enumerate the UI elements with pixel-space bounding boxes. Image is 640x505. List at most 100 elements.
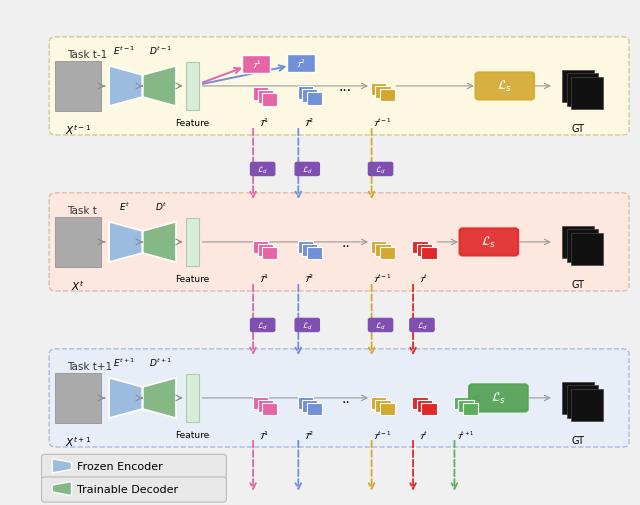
FancyBboxPatch shape [376, 400, 391, 412]
Text: Task t: Task t [67, 206, 97, 216]
FancyBboxPatch shape [49, 193, 629, 291]
Text: Feature: Feature [175, 274, 210, 283]
FancyBboxPatch shape [298, 87, 313, 99]
FancyBboxPatch shape [376, 244, 391, 257]
Text: $\mathcal{T}^2$: $\mathcal{T}^2$ [304, 272, 314, 284]
FancyBboxPatch shape [417, 244, 432, 257]
Polygon shape [109, 67, 142, 107]
FancyBboxPatch shape [369, 319, 393, 332]
Text: $\mathcal{L}_d$: $\mathcal{L}_d$ [375, 320, 386, 331]
Text: $D^{t+1}$: $D^{t+1}$ [149, 356, 172, 368]
FancyBboxPatch shape [298, 397, 313, 409]
Text: $\mathcal{T}^1$: $\mathcal{T}^1$ [259, 116, 269, 128]
FancyBboxPatch shape [257, 244, 273, 257]
Text: $\mathcal{L}_s$: $\mathcal{L}_s$ [481, 235, 497, 250]
Text: Trainable Decoder: Trainable Decoder [77, 484, 178, 493]
FancyBboxPatch shape [571, 233, 603, 266]
FancyBboxPatch shape [262, 403, 277, 415]
FancyBboxPatch shape [476, 73, 534, 100]
FancyBboxPatch shape [469, 385, 528, 412]
Text: ..: .. [341, 235, 350, 249]
Text: $\mathcal{T}^2$: $\mathcal{T}^2$ [296, 58, 306, 70]
FancyBboxPatch shape [186, 219, 199, 266]
Polygon shape [143, 67, 176, 107]
FancyBboxPatch shape [412, 241, 428, 254]
Text: Feature: Feature [175, 430, 210, 439]
Text: $\mathcal{L}_s$: $\mathcal{L}_s$ [497, 79, 513, 94]
Text: $\mathcal{T}^1$: $\mathcal{T}^1$ [252, 59, 261, 71]
Text: $D^t$: $D^t$ [154, 200, 167, 212]
Text: $E^{t+1}$: $E^{t+1}$ [113, 356, 136, 368]
Text: $\mathcal{T}^2$: $\mathcal{T}^2$ [304, 428, 314, 441]
Polygon shape [143, 378, 176, 418]
Text: $\mathcal{L}_d$: $\mathcal{L}_d$ [375, 164, 386, 175]
FancyBboxPatch shape [571, 77, 603, 110]
Text: $\mathcal{L}_d$: $\mathcal{L}_d$ [302, 320, 313, 331]
Text: ...: ... [339, 80, 352, 94]
FancyBboxPatch shape [412, 397, 428, 409]
FancyBboxPatch shape [380, 90, 395, 102]
FancyBboxPatch shape [380, 403, 395, 415]
FancyBboxPatch shape [454, 397, 469, 409]
FancyBboxPatch shape [295, 163, 319, 176]
FancyBboxPatch shape [55, 217, 100, 268]
FancyBboxPatch shape [376, 87, 391, 99]
FancyBboxPatch shape [566, 74, 598, 107]
FancyBboxPatch shape [49, 349, 629, 447]
FancyBboxPatch shape [262, 247, 277, 260]
FancyBboxPatch shape [421, 403, 436, 415]
FancyBboxPatch shape [49, 38, 629, 136]
Text: $X^{t-1}$: $X^{t-1}$ [65, 123, 91, 137]
Text: $\mathcal{L}_s$: $\mathcal{L}_s$ [491, 390, 506, 406]
FancyBboxPatch shape [250, 163, 275, 176]
Polygon shape [109, 378, 142, 418]
Polygon shape [143, 222, 176, 263]
FancyBboxPatch shape [42, 454, 227, 480]
FancyBboxPatch shape [253, 88, 268, 100]
FancyBboxPatch shape [287, 55, 315, 73]
Text: $\mathcal{T}^1$: $\mathcal{T}^1$ [259, 428, 269, 441]
FancyBboxPatch shape [307, 93, 322, 106]
Text: Feature: Feature [175, 118, 210, 127]
FancyBboxPatch shape [463, 403, 478, 415]
FancyBboxPatch shape [295, 319, 319, 332]
FancyBboxPatch shape [42, 477, 227, 502]
FancyBboxPatch shape [243, 56, 270, 74]
Text: $E^{t-1}$: $E^{t-1}$ [113, 44, 136, 57]
FancyBboxPatch shape [371, 397, 387, 409]
FancyBboxPatch shape [250, 319, 275, 332]
FancyBboxPatch shape [371, 84, 387, 96]
FancyBboxPatch shape [302, 400, 317, 412]
FancyBboxPatch shape [302, 244, 317, 257]
FancyBboxPatch shape [302, 90, 317, 103]
FancyBboxPatch shape [562, 70, 594, 103]
FancyBboxPatch shape [186, 63, 199, 111]
Text: $\mathcal{T}^t$: $\mathcal{T}^t$ [419, 428, 428, 441]
FancyBboxPatch shape [257, 400, 273, 412]
FancyBboxPatch shape [566, 385, 598, 418]
Text: ..: .. [341, 391, 350, 405]
FancyBboxPatch shape [298, 241, 313, 254]
FancyBboxPatch shape [371, 241, 387, 254]
Text: Task t+1: Task t+1 [67, 362, 112, 372]
FancyBboxPatch shape [566, 230, 598, 262]
Text: $\mathcal{L}_d$: $\mathcal{L}_d$ [257, 164, 268, 175]
FancyBboxPatch shape [460, 229, 518, 256]
Text: $X^t$: $X^t$ [71, 279, 84, 293]
Text: $\mathcal{T}^{t-1}$: $\mathcal{T}^{t-1}$ [373, 428, 392, 441]
Text: $\mathcal{L}_d$: $\mathcal{L}_d$ [417, 320, 428, 331]
Text: $\mathcal{L}_d$: $\mathcal{L}_d$ [257, 320, 268, 331]
Polygon shape [109, 222, 142, 263]
Text: $E^t$: $E^t$ [119, 200, 130, 212]
FancyBboxPatch shape [257, 91, 273, 104]
Text: GT: GT [572, 435, 584, 445]
FancyBboxPatch shape [55, 373, 100, 423]
FancyBboxPatch shape [417, 400, 432, 412]
FancyBboxPatch shape [562, 382, 594, 415]
Text: GT: GT [572, 123, 584, 133]
Text: GT: GT [572, 279, 584, 289]
Text: $\mathcal{T}^{t-1}$: $\mathcal{T}^{t-1}$ [373, 272, 392, 284]
FancyBboxPatch shape [421, 247, 436, 260]
FancyBboxPatch shape [307, 247, 322, 260]
FancyBboxPatch shape [380, 247, 395, 260]
